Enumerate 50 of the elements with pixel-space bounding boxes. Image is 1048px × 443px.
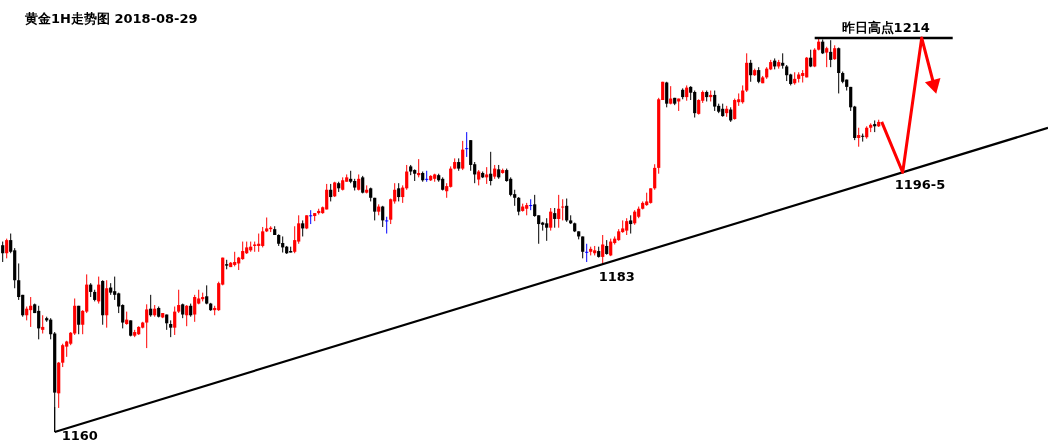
candlestick [561,198,565,221]
candlestick [749,59,753,83]
candlestick [713,90,717,112]
candlestick [397,182,401,202]
candlestick [37,305,41,340]
candlestick [581,235,585,259]
annotation: 1160 [61,428,98,443]
candlestick [529,198,533,211]
candlestick [849,86,853,112]
candlestick [665,81,669,108]
candlestick [309,209,313,225]
candlestick [5,238,9,259]
candlestick [61,343,65,368]
candlestick [557,194,561,229]
candlestick [857,127,861,148]
candlestick [145,303,149,349]
text: 1196-5 [894,177,946,193]
annotation: 1183 [598,269,635,285]
candlestick [489,151,493,186]
candlestick [601,234,605,265]
candlestick [553,207,557,229]
candlestick [517,196,521,216]
candlestick [1,241,5,263]
candlestick [261,226,265,248]
candlestick [733,98,737,121]
candlestick [241,241,245,261]
chart-title: 黄金1H走势图 2018-08-29 [24,11,198,26]
candlestick [185,304,189,327]
candlestick [293,225,297,254]
text: 昨日高点1214 [841,20,930,35]
candlestick [693,90,697,119]
candlestick [193,294,197,323]
candlestick [585,243,589,263]
candlestick [325,183,329,210]
candlestick [825,46,829,68]
candlestick [425,170,429,183]
candlestick [41,314,45,334]
candlestick [53,331,57,433]
candlestick [465,131,469,158]
candlestick [77,305,81,335]
candlestick [545,217,549,242]
candlestick [461,140,465,171]
candlestick [177,289,181,314]
candlestick [629,214,633,235]
candlestick [385,216,389,235]
candlestick [173,306,177,336]
candlestick [653,163,657,191]
candlestick [829,39,833,68]
candlestick [449,165,453,189]
candlestick [549,207,553,232]
